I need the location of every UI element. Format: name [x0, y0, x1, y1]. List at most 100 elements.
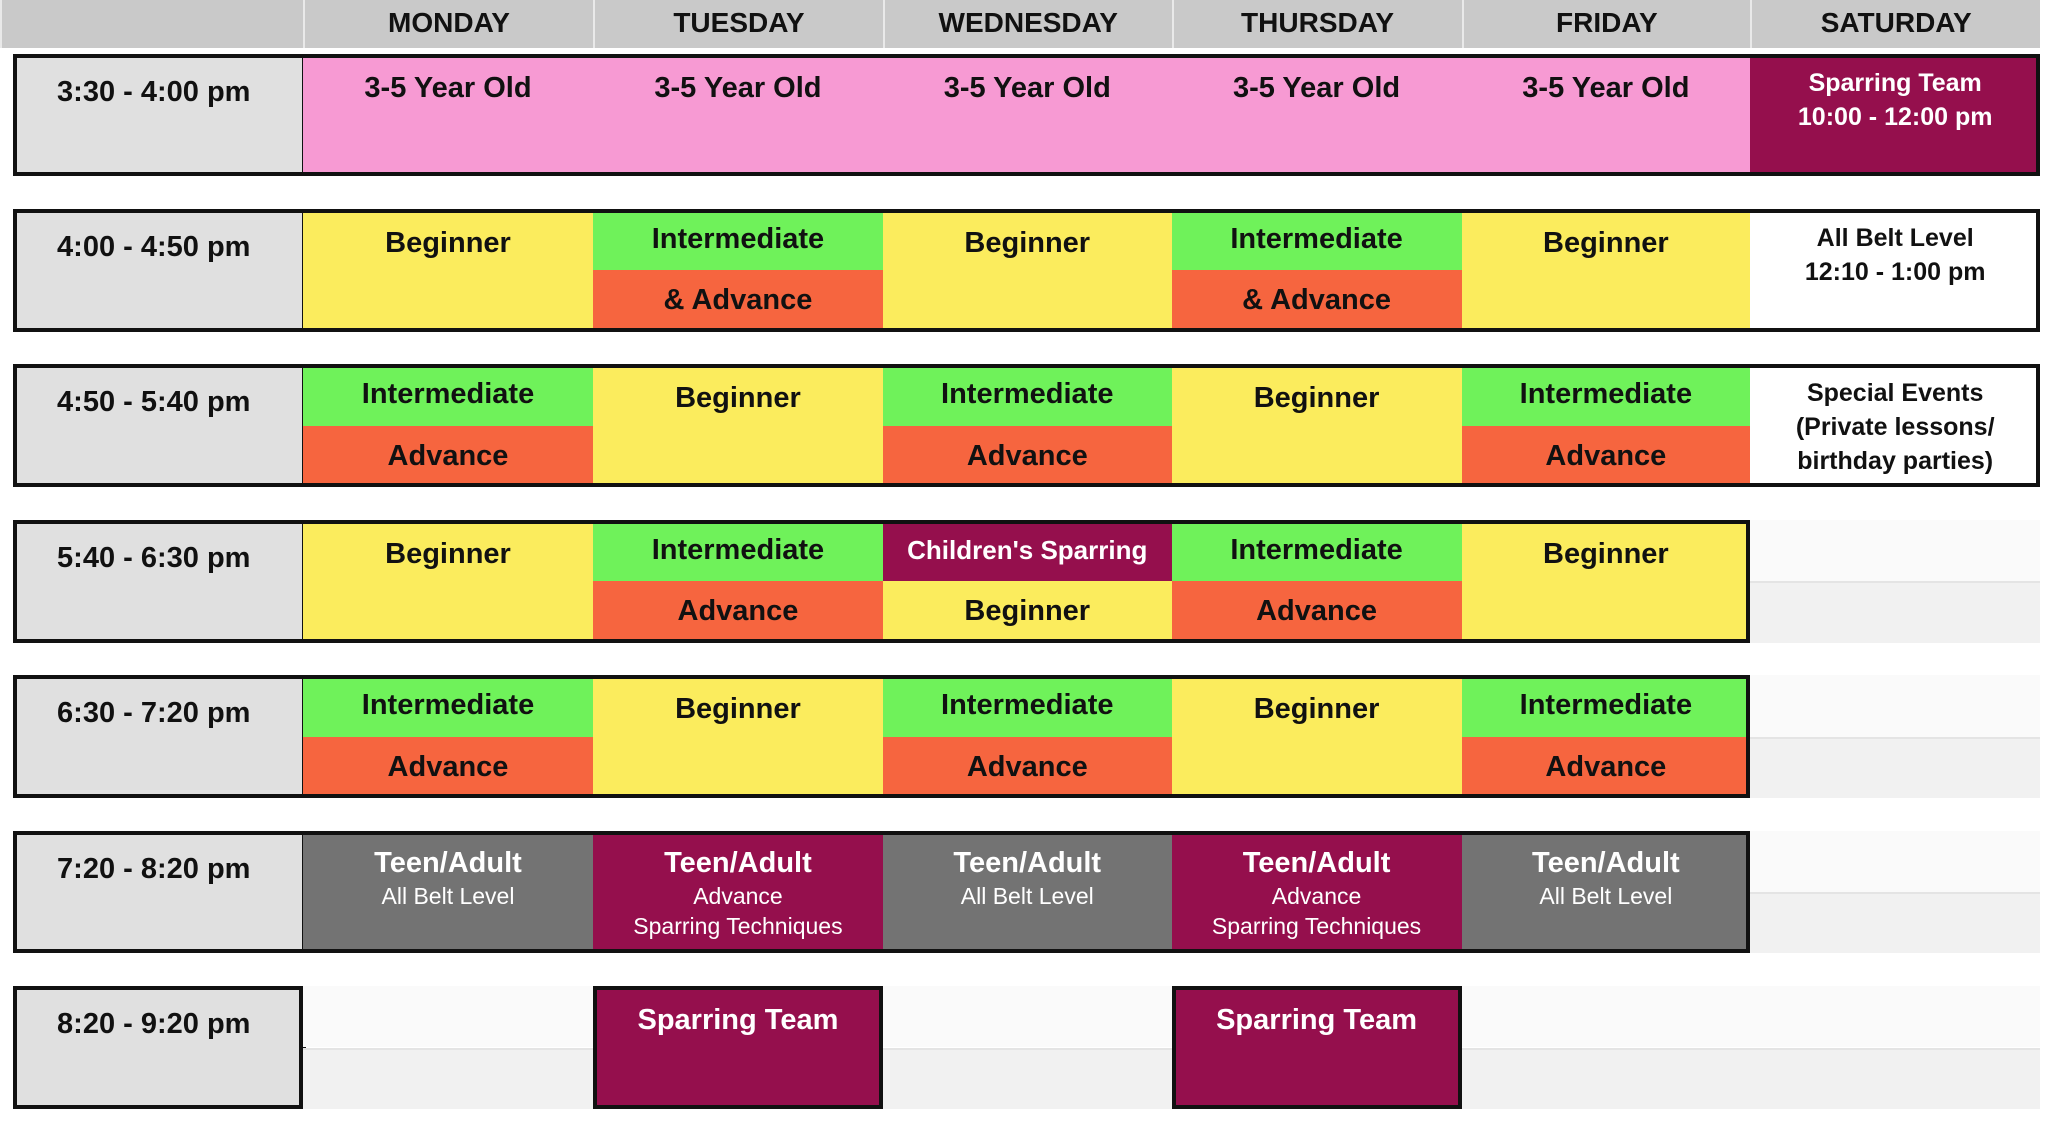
class-block: Beginner — [592, 675, 883, 799]
class-name: 3-5 Year Old — [1522, 71, 1690, 104]
class-block: Teen/Adult All Belt Level — [303, 830, 593, 954]
class-block-bottom: Advance — [1461, 736, 1751, 799]
class-name: 10:00 - 12:00 pm — [1797, 102, 1993, 131]
class-name: Special Events — [1806, 379, 1984, 408]
class-name: 3-5 Year Old — [1232, 71, 1401, 104]
class-block: Special Events (Private lessons/birthday … — [1750, 364, 2041, 488]
empty-slot — [1750, 581, 2041, 643]
empty-slot — [1750, 830, 2041, 893]
empty-slot — [303, 1047, 593, 1109]
empty-slot — [1750, 1047, 2041, 1109]
class-block-top: Intermediate — [303, 364, 593, 426]
time-slot: 4:00 - 4:50 pm — [13, 208, 306, 332]
class-block: Beginner — [1461, 208, 1751, 332]
time-slot: 4:50 - 5:40 pm — [13, 364, 306, 488]
class-block: Sparring Team 10:00 - 12:00 pm — [1750, 53, 2041, 177]
class-name: Intermediate — [361, 689, 535, 722]
time-label: 5:40 - 6:30 pm — [57, 541, 251, 574]
class-name: Intermediate — [1519, 378, 1693, 411]
class-block: Sparring Team — [592, 986, 883, 1109]
class-block-bottom: Advance — [882, 736, 1172, 799]
day-header-tuesday: TUESDAY — [592, 0, 883, 49]
class-block-top: Intermediate — [592, 208, 883, 271]
class-name: Sparring Team — [1216, 1004, 1417, 1037]
class-block-top: Intermediate — [882, 675, 1172, 737]
empty-slot — [1750, 519, 2041, 582]
class-block-top: Intermediate — [882, 364, 1172, 426]
class-block-bottom: & Advance — [1171, 270, 1462, 332]
class-name: Beginner — [964, 226, 1091, 259]
class-block: Teen/Adult All Belt Level — [882, 830, 1172, 954]
class-block: Beginner — [1461, 519, 1751, 643]
class-name: Advance — [387, 750, 509, 783]
class-name: 12:10 - 1:00 pm — [1804, 257, 1986, 286]
time-label: 7:20 - 8:20 pm — [57, 852, 251, 885]
class-name: Teen/Adult — [1242, 846, 1391, 879]
class-name: & Advance — [1242, 284, 1391, 317]
class-block: Sparring Team — [1171, 986, 1462, 1109]
class-name: Advance — [1256, 595, 1377, 628]
empty-slot — [1750, 675, 2041, 737]
class-name: Sparring Team — [1808, 68, 1982, 97]
empty-slot — [882, 986, 1172, 1048]
header-corner — [0, 0, 304, 49]
class-name: Intermediate — [1230, 222, 1403, 255]
class-name: Beginner — [385, 537, 511, 570]
day-header-saturday: SATURDAY — [1750, 0, 2041, 49]
time-slot: 7:20 - 8:20 pm — [13, 830, 306, 954]
class-block-bottom: Advance — [303, 425, 593, 488]
class-block-top: Intermediate — [1171, 519, 1462, 582]
day-header-thursday: THURSDAY — [1171, 0, 1462, 49]
class-block: 3-5 Year Old — [592, 53, 883, 177]
class-name: Intermediate — [651, 533, 825, 566]
class-name: Intermediate — [941, 689, 1114, 722]
time-slot: 5:40 - 6:30 pm — [13, 519, 306, 643]
class-block-bottom: Advance — [303, 736, 593, 799]
time-slot: 8:20 - 9:20 pm — [13, 986, 306, 1109]
class-block-top: Intermediate — [1171, 208, 1462, 271]
class-block-top: Intermediate — [303, 675, 593, 737]
class-block-bottom: Advance — [592, 581, 883, 643]
class-name: Beginner — [964, 595, 1091, 628]
class-name: & Advance — [663, 284, 813, 317]
class-block: Beginner — [1171, 675, 1462, 799]
day-header-monday: MONDAY — [303, 0, 593, 49]
class-name: Advance — [677, 595, 799, 628]
class-block: Beginner — [592, 364, 883, 488]
class-block: Teen/Adult Advance Sparring Techniques — [592, 830, 883, 954]
day-header-wednesday: WEDNESDAY — [882, 0, 1172, 49]
time-slot: 6:30 - 7:20 pm — [13, 675, 306, 799]
class-name: Children's Sparring — [907, 534, 1148, 565]
class-detail: Sparring Techniques — [1211, 912, 1422, 939]
time-slot: 3:30 - 4:00 pm — [13, 53, 306, 177]
class-name: Beginner — [385, 226, 511, 259]
class-block: Beginner — [303, 208, 593, 332]
class-name: Teen/Adult — [374, 846, 522, 879]
class-detail: All Belt Level — [1539, 882, 1673, 909]
class-name: (Private lessons/ — [1795, 413, 1995, 442]
class-block-top: Intermediate — [1461, 364, 1751, 426]
class-name: Advance — [387, 439, 509, 472]
class-detail: Sparring Techniques — [633, 912, 843, 939]
time-label: 4:00 - 4:50 pm — [57, 230, 251, 263]
class-block: 3-5 Year Old — [303, 53, 593, 177]
class-name: Advance — [966, 439, 1088, 472]
class-name: Beginner — [1253, 693, 1380, 726]
class-name: Beginner — [1543, 537, 1669, 570]
class-block: Beginner — [882, 208, 1172, 332]
class-block-bottom: & Advance — [592, 270, 883, 332]
empty-slot — [1750, 736, 2041, 799]
class-name: Intermediate — [1519, 689, 1693, 722]
class-detail: All Belt Level — [381, 882, 515, 909]
empty-slot — [882, 1047, 1172, 1109]
time-label: 6:30 - 7:20 pm — [57, 697, 251, 730]
empty-slot — [1461, 986, 1751, 1048]
class-name: Beginner — [675, 693, 801, 726]
class-name: Teen/Adult — [953, 846, 1102, 879]
empty-slot — [1750, 986, 2041, 1048]
class-detail: Advance — [693, 882, 783, 909]
class-block: 3-5 Year Old — [882, 53, 1172, 177]
class-name: Teen/Adult — [664, 846, 812, 879]
class-name: Intermediate — [1230, 533, 1403, 566]
